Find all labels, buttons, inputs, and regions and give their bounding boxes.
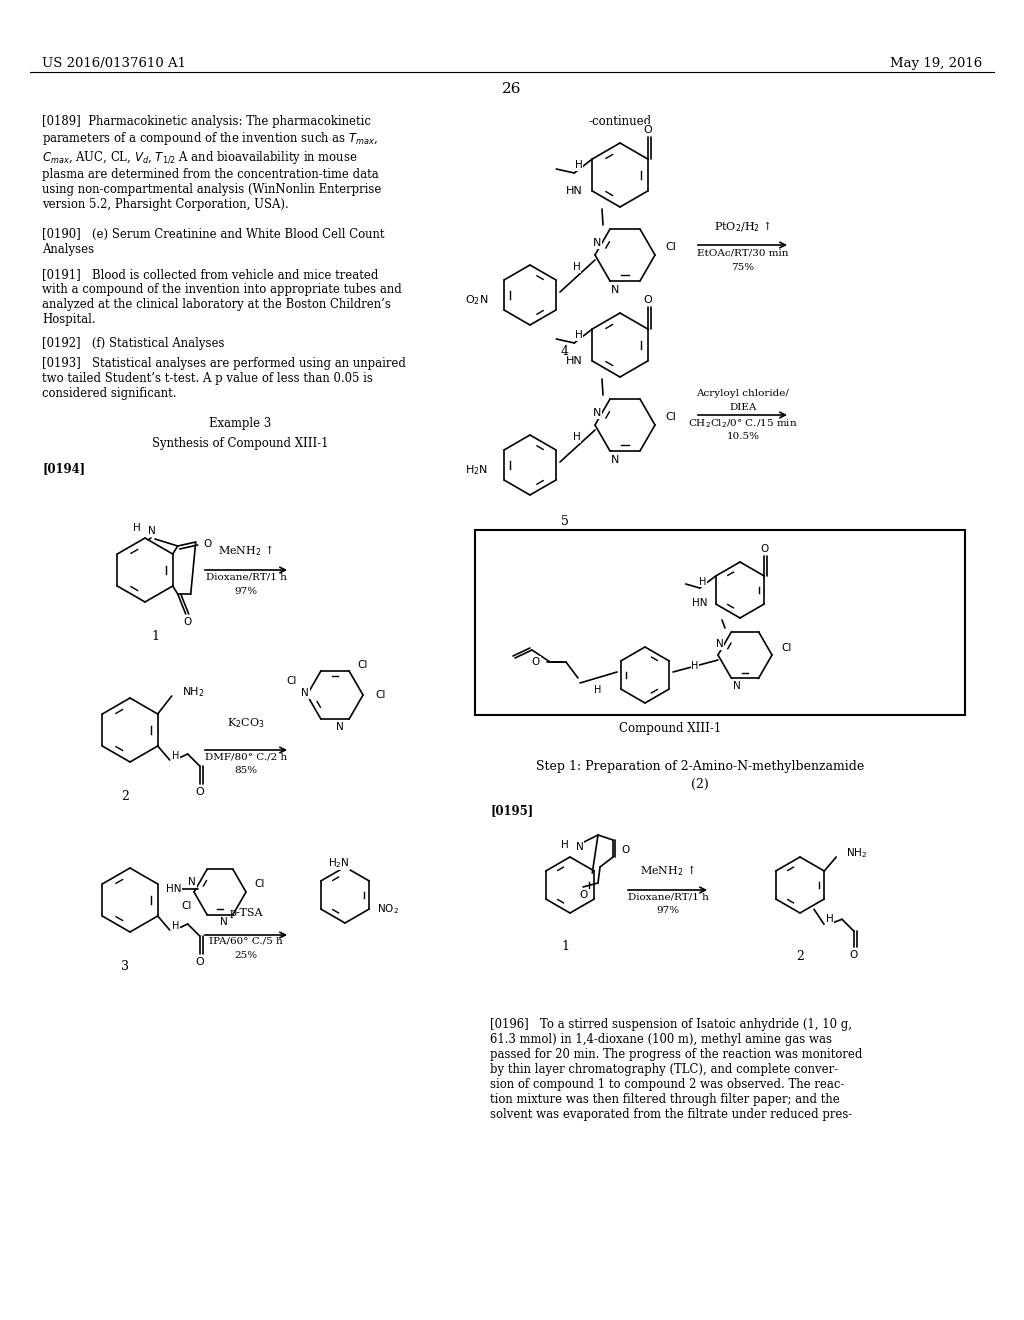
Text: H: H (699, 577, 707, 587)
Text: Cl: Cl (665, 412, 676, 422)
Text: Cl: Cl (287, 676, 297, 686)
Text: N: N (148, 525, 156, 536)
Text: CH$_2$Cl$_2$/0° C./15 min: CH$_2$Cl$_2$/0° C./15 min (688, 417, 798, 430)
Text: IPA/60° C./5 h: IPA/60° C./5 h (209, 937, 283, 946)
Text: H$_2$N: H$_2$N (329, 857, 350, 870)
Text: H: H (594, 685, 602, 696)
Text: PtO$_2$/H$_2$ ↑: PtO$_2$/H$_2$ ↑ (714, 219, 772, 234)
Text: N: N (220, 917, 228, 927)
Text: H: H (573, 432, 581, 442)
Text: MeNH$_2$ ↑: MeNH$_2$ ↑ (218, 544, 273, 558)
Text: -continued: -continued (589, 115, 651, 128)
Text: Example 3: Example 3 (209, 417, 271, 430)
Text: O: O (196, 957, 204, 968)
Text: O: O (643, 125, 652, 135)
Text: 2: 2 (796, 950, 804, 964)
Text: Cl: Cl (375, 690, 385, 700)
Text: N: N (301, 688, 309, 698)
Text: H: H (573, 261, 581, 272)
Text: 1: 1 (561, 940, 569, 953)
Text: HN: HN (566, 186, 583, 195)
Text: O: O (643, 294, 652, 305)
Text: H: H (574, 330, 583, 341)
Text: HN: HN (566, 356, 583, 366)
Text: Cl: Cl (357, 660, 368, 671)
Text: Dioxane/RT/1 h: Dioxane/RT/1 h (628, 892, 709, 902)
Text: O: O (760, 544, 768, 554)
Text: H: H (826, 915, 834, 924)
Text: [0190]   (e) Serum Creatinine and White Blood Cell Count
Analyses: [0190] (e) Serum Creatinine and White Bl… (42, 228, 384, 256)
Text: N: N (336, 722, 344, 733)
Text: O: O (196, 787, 204, 797)
Text: O: O (531, 657, 540, 667)
Text: O: O (850, 950, 858, 960)
Text: N: N (575, 842, 584, 851)
Bar (475, 531, 965, 715)
Text: [0196]   To a stirred suspension of Isatoic anhydride (1, 10 g,
61.3 mmol) in 1,: [0196] To a stirred suspension of Isatoi… (490, 1018, 862, 1121)
Text: H: H (691, 661, 698, 671)
Text: O: O (183, 616, 191, 627)
Text: H: H (133, 523, 141, 533)
Text: O: O (579, 890, 587, 900)
Text: N: N (716, 639, 724, 649)
Text: [0194]: [0194] (42, 462, 85, 475)
Text: O: O (621, 845, 630, 855)
Text: 2: 2 (121, 789, 129, 803)
Text: p-TSA: p-TSA (229, 908, 263, 917)
Text: H: H (172, 751, 179, 762)
Text: [0189]  Pharmacokinetic analysis: The pharmacokinetic
parameters of a compound o: [0189] Pharmacokinetic analysis: The pha… (42, 115, 381, 211)
Text: MeNH$_2$ ↑: MeNH$_2$ ↑ (640, 863, 695, 878)
Text: 85%: 85% (234, 766, 258, 775)
Text: 97%: 97% (656, 906, 680, 915)
Text: N: N (610, 455, 620, 465)
Text: Dioxane/RT/1 h: Dioxane/RT/1 h (206, 573, 287, 582)
Text: N: N (733, 681, 741, 690)
Text: Step 1: Preparation of 2-Amino-N-methylbenzamide: Step 1: Preparation of 2-Amino-N-methylb… (536, 760, 864, 774)
Text: O: O (204, 539, 212, 549)
Text: 75%: 75% (731, 263, 755, 272)
Text: 97%: 97% (234, 587, 258, 597)
Text: Cl: Cl (254, 879, 264, 888)
Text: (2): (2) (691, 777, 709, 791)
Text: [0192]   (f) Statistical Analyses: [0192] (f) Statistical Analyses (42, 337, 224, 350)
Text: H$_2$N: H$_2$N (465, 463, 488, 477)
Text: [0193]   Statistical analyses are performed using an unpaired
two tailed Student: [0193] Statistical analyses are performe… (42, 356, 406, 400)
Text: 3: 3 (121, 960, 129, 973)
Text: Cl: Cl (665, 242, 676, 252)
Text: K$_2$CO$_3$: K$_2$CO$_3$ (227, 717, 265, 730)
Text: 26: 26 (502, 82, 522, 96)
Text: NH$_2$: NH$_2$ (181, 685, 204, 698)
Text: [0195]: [0195] (490, 804, 534, 817)
Text: Synthesis of Compound XIII-1: Synthesis of Compound XIII-1 (152, 437, 329, 450)
Text: N: N (593, 408, 601, 418)
Text: NH$_2$: NH$_2$ (846, 846, 867, 859)
Text: 10.5%: 10.5% (726, 432, 760, 441)
Text: [0191]   Blood is collected from vehicle and mice treated
with a compound of the: [0191] Blood is collected from vehicle a… (42, 268, 401, 326)
Text: H: H (574, 160, 583, 170)
Text: EtOAc/RT/30 min: EtOAc/RT/30 min (697, 248, 788, 257)
Text: Compound XIII-1: Compound XIII-1 (618, 722, 721, 735)
Text: Cl: Cl (181, 902, 193, 911)
Text: N: N (593, 238, 601, 248)
Text: N: N (610, 285, 620, 294)
Text: 25%: 25% (234, 950, 258, 960)
Text: Cl: Cl (781, 643, 792, 653)
Text: N: N (188, 876, 196, 887)
Text: 1: 1 (151, 630, 159, 643)
Text: NO$_2$: NO$_2$ (377, 902, 399, 916)
Text: DMF/80° C./2 h: DMF/80° C./2 h (205, 752, 287, 762)
Text: HN: HN (692, 598, 708, 609)
Text: H: H (561, 840, 569, 850)
Text: Acryloyl chloride/: Acryloyl chloride/ (696, 389, 790, 399)
Text: HN: HN (166, 884, 181, 894)
Text: 4: 4 (561, 345, 569, 358)
Text: US 2016/0137610 A1: US 2016/0137610 A1 (42, 57, 186, 70)
Text: DIEA: DIEA (729, 403, 757, 412)
Text: 5: 5 (561, 515, 569, 528)
Text: O$_2$N: O$_2$N (465, 293, 488, 306)
Text: May 19, 2016: May 19, 2016 (890, 57, 982, 70)
Text: H: H (172, 921, 179, 931)
